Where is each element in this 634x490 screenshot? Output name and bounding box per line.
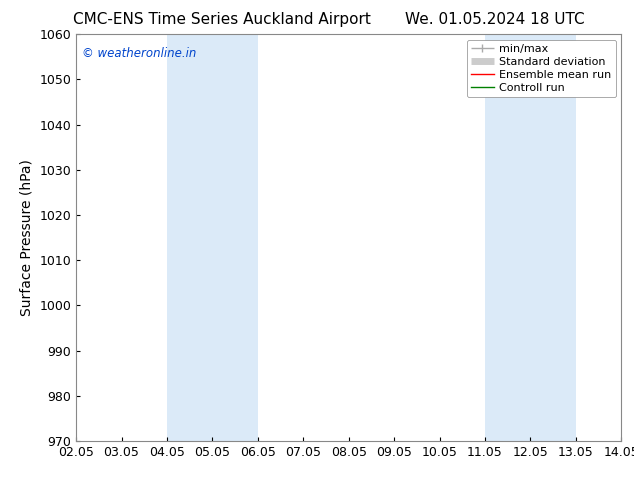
Legend: min/max, Standard deviation, Ensemble mean run, Controll run: min/max, Standard deviation, Ensemble me… (467, 40, 616, 97)
Bar (485, 34, 531, 441)
Y-axis label: Surface Pressure (hPa): Surface Pressure (hPa) (20, 159, 34, 316)
Bar (167, 34, 212, 441)
Text: © weatheronline.in: © weatheronline.in (82, 47, 196, 59)
Text: CMC-ENS Time Series Auckland Airport: CMC-ENS Time Series Auckland Airport (73, 12, 371, 27)
Text: We. 01.05.2024 18 UTC: We. 01.05.2024 18 UTC (404, 12, 585, 27)
Bar (212, 34, 258, 441)
Bar (531, 34, 576, 441)
